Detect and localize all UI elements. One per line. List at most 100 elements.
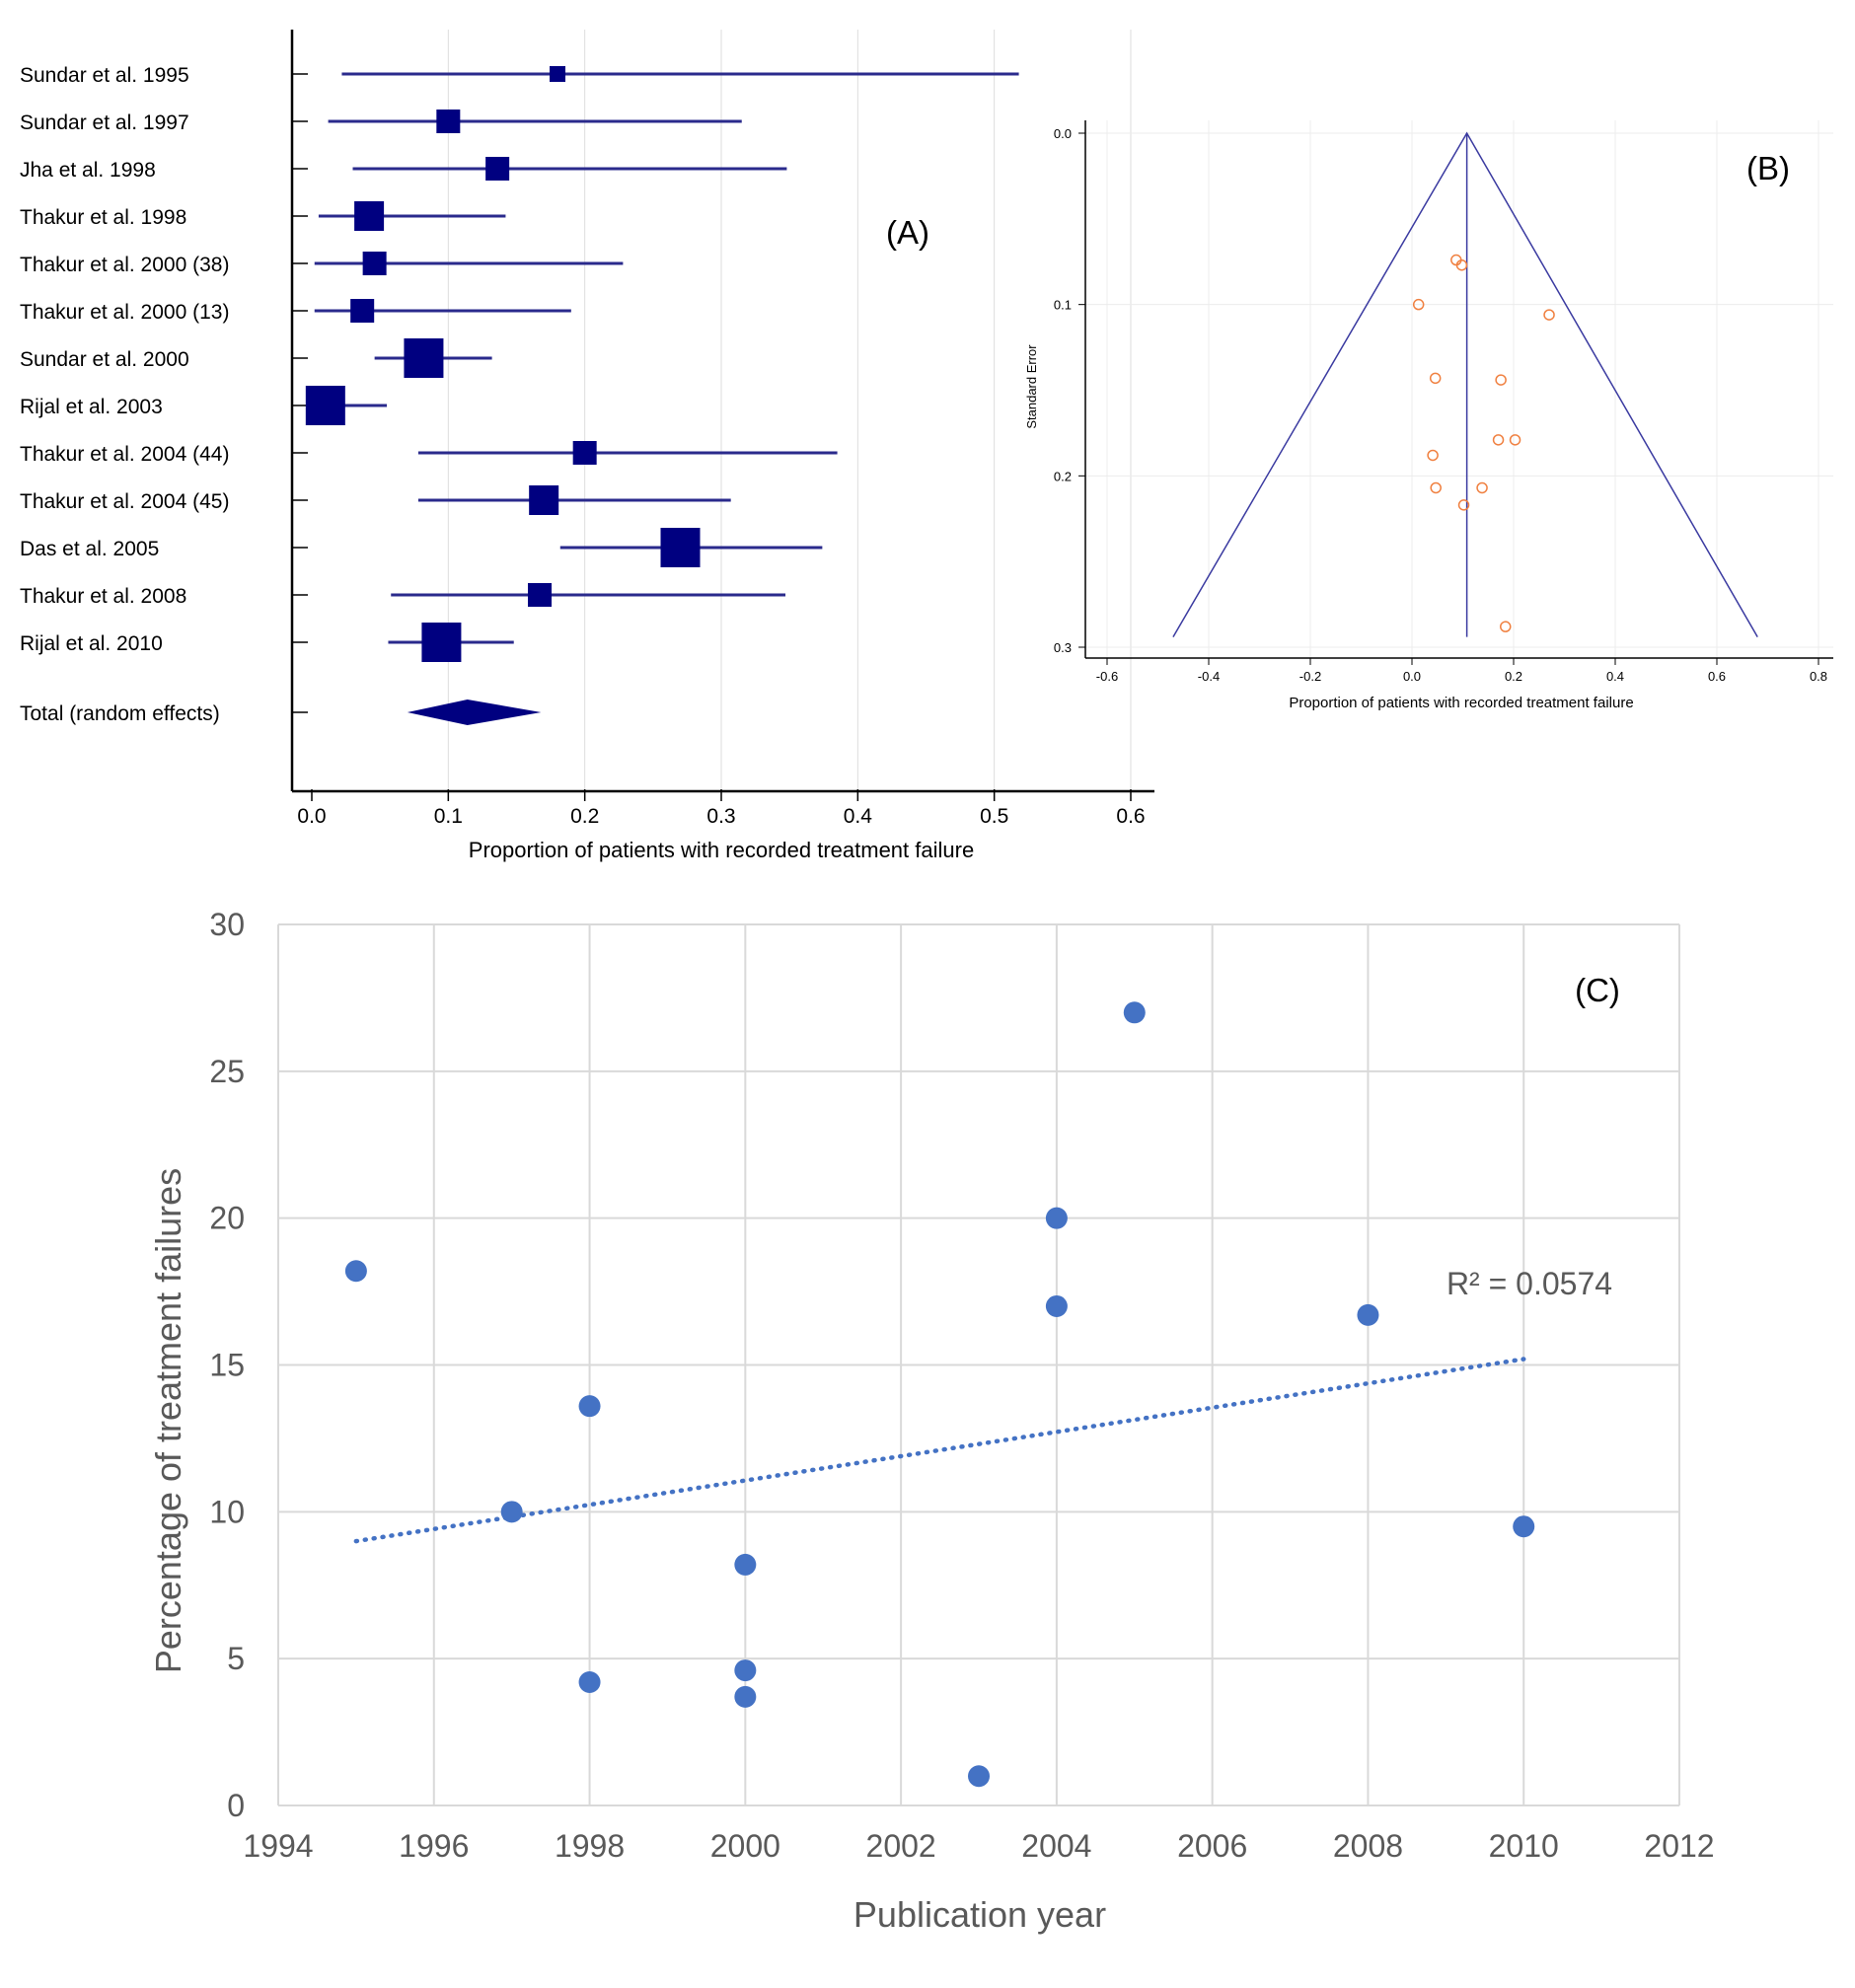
- funnel-y-tick-label: 0.1: [1054, 298, 1072, 313]
- forest-x-tick-label: 0.0: [297, 805, 326, 828]
- scatter-x-axis-label: Publication year: [853, 1894, 1106, 1935]
- funnel-y-tick-label: 0.3: [1054, 640, 1072, 655]
- study-label: Thakur et al. 1998: [20, 206, 186, 229]
- scatter-x-tick-label: 2008: [1333, 1828, 1403, 1864]
- scatter-point: [734, 1553, 757, 1576]
- effect-size-marker: [550, 66, 565, 82]
- study-label: Thakur et al. 2000 (38): [20, 254, 229, 276]
- scatter-x-tick-label: 1994: [243, 1828, 313, 1864]
- effect-size-marker: [529, 485, 559, 515]
- funnel-point: [1457, 499, 1470, 511]
- scatter-y-tick-label: 0: [227, 1788, 245, 1823]
- funnel-x-tick-label: -0.2: [1299, 669, 1321, 684]
- effect-size-marker: [572, 441, 597, 465]
- funnel-x-tick-label: 0.2: [1505, 669, 1522, 684]
- funnel-y-axis-label: Standard Error: [1024, 344, 1039, 429]
- scatter-plot-panel: 1994 1996 1998 2000 2002 2004 2006 2008 2010 2012…: [148, 907, 1715, 1935]
- funnel-point: [1495, 374, 1507, 386]
- panel-c-label: (C): [1575, 972, 1620, 1008]
- scatter-y-tick-label: 20: [209, 1201, 245, 1236]
- scatter-point: [1513, 1515, 1535, 1538]
- forest-x-tick-label: 0.4: [844, 805, 873, 828]
- r-squared-annotation: R² = 0.0574: [1447, 1266, 1612, 1301]
- scatter-point: [578, 1395, 601, 1418]
- scatter-point: [1123, 1001, 1146, 1024]
- forest-x-ticks: 0.0 0.1 0.2 0.3 0.4 0.5 0.6: [297, 789, 1146, 828]
- linear-trendline: [353, 1357, 1526, 1544]
- scatter-point: [1045, 1207, 1068, 1229]
- forest-axes: [290, 30, 1154, 793]
- funnel-x-tick-label: 0.6: [1708, 669, 1726, 684]
- study-label: Sundar et al. 1997: [20, 111, 189, 134]
- funnel-x-tick-label: 0.8: [1810, 669, 1827, 684]
- forest-x-tick-label: 0.5: [980, 805, 1008, 828]
- scatter-y-tick-label: 25: [209, 1054, 245, 1089]
- funnel-y-tick-label: 0.0: [1054, 126, 1072, 141]
- effect-size-marker: [421, 623, 462, 662]
- study-label: Das et al. 2005: [20, 538, 159, 560]
- effect-size-marker: [354, 201, 385, 231]
- study-label: Thakur et al. 2004 (44): [20, 443, 229, 466]
- scatter-x-tick-label: 2004: [1021, 1828, 1091, 1864]
- effect-size-marker: [404, 338, 444, 378]
- scatter-gridlines: [277, 923, 1680, 1806]
- scatter-y-tick-label: 15: [209, 1348, 245, 1383]
- study-label: Rijal et al. 2003: [20, 396, 163, 418]
- study-label: Thakur et al. 2004 (45): [20, 490, 229, 513]
- scatter-point: [968, 1765, 990, 1788]
- scatter-trendline: [353, 1357, 1526, 1544]
- scatter-y-tick-label: 5: [227, 1641, 245, 1676]
- funnel-point: [1455, 258, 1468, 271]
- forest-study-rows: Sundar et al. 1995 Sundar et al. 1997 Jha …: [20, 64, 1019, 725]
- scatter-point: [344, 1260, 367, 1283]
- forest-x-tick-label: 0.2: [570, 805, 599, 828]
- effect-size-marker: [362, 252, 387, 275]
- funnel-x-axis-label: Proportion of patients with recorded tre…: [1289, 695, 1633, 711]
- effect-size-marker: [485, 157, 510, 181]
- funnel-point: [1509, 434, 1521, 446]
- scatter-ticks: 1994 1996 1998 2000 2002 2004 2006 2008 2010 2012…: [209, 907, 1714, 1864]
- study-label: Rijal et al. 2010: [20, 632, 163, 655]
- effect-size-marker: [436, 110, 461, 133]
- forest-x-tick-label: 0.3: [706, 805, 735, 828]
- study-label: Thakur et al. 2008: [20, 585, 186, 608]
- funnel-plot-panel: -0.6 -0.4 -0.2 0.0 0.2 0.4 0.6 0.80.00.10.20.3 …: [1024, 120, 1833, 711]
- scatter-y-axis-label: Percentage of treatment failures: [148, 1168, 188, 1673]
- forest-x-tick-label: 0.6: [1116, 805, 1145, 828]
- funnel-limit-lines: [1172, 131, 1758, 637]
- funnel-point: [1412, 298, 1425, 311]
- forest-plot-panel: 0.0 0.1 0.2 0.3 0.4 0.5 0.6 Sundar et al. 1995…: [20, 30, 1154, 862]
- scatter-x-tick-label: 2006: [1177, 1828, 1247, 1864]
- study-label: Thakur et al. 2000 (13): [20, 301, 229, 324]
- scatter-point: [734, 1659, 757, 1682]
- panel-b-label: (B): [1746, 150, 1790, 186]
- scatter-point: [578, 1670, 601, 1693]
- effect-size-marker: [660, 528, 701, 567]
- funnel-point: [1476, 481, 1488, 494]
- forest-gridlines: [447, 30, 1132, 789]
- funnel-x-tick-label: 0.0: [1403, 669, 1421, 684]
- scatter-x-tick-label: 2000: [710, 1828, 780, 1864]
- funnel-points: [1412, 254, 1555, 632]
- scatter-point: [734, 1685, 757, 1708]
- funnel-point: [1430, 481, 1442, 494]
- scatter-x-tick-label: 1998: [555, 1828, 625, 1864]
- study-label: Sundar et al. 2000: [20, 348, 189, 371]
- scatter-y-tick-label: 30: [209, 907, 245, 942]
- funnel-x-tick-label: -0.4: [1198, 669, 1220, 684]
- scatter-x-tick-label: 1996: [399, 1828, 469, 1864]
- funnel-gridlines: [1085, 120, 1833, 658]
- scatter-x-tick-label: 2012: [1644, 1828, 1714, 1864]
- funnel-x-tick-label: 0.4: [1606, 669, 1624, 684]
- funnel-point: [1500, 621, 1512, 632]
- effect-size-marker: [528, 583, 553, 607]
- panel-a-label: (A): [886, 214, 929, 251]
- scatter-x-tick-label: 2002: [866, 1828, 936, 1864]
- funnel-point: [1427, 449, 1439, 462]
- funnel-x-tick-label: -0.6: [1096, 669, 1118, 684]
- study-label: Sundar et al. 1995: [20, 64, 189, 87]
- funnel-y-tick-label: 0.2: [1054, 469, 1072, 483]
- forest-x-axis-label: Proportion of patients with recorded tre…: [469, 838, 974, 862]
